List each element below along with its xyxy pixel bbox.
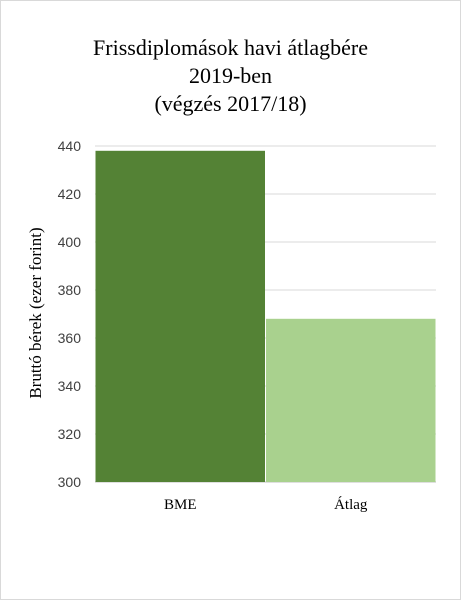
chart-title-line-2: 2019-ben [188,63,273,88]
chart-title-line-1: Frissdiplomások havi átlagbére [93,35,368,60]
y-tick-label: 400 [58,234,82,250]
x-tick-label: Átlag [334,496,368,513]
chart-title-line-3: (végzés 2017/18) [154,91,307,116]
y-tick-labels: 300 320 340 360 380 400 420 440 [58,138,82,490]
y-axis-label: Bruttó bérek (ezer forint) [26,227,45,398]
y-tick-label: 320 [58,426,82,442]
x-tick-label: BME [164,497,197,513]
chart-title: Frissdiplomások havi átlagbére 2019-ben … [0,34,461,118]
y-tick-label: 360 [58,330,82,346]
y-tick-label: 420 [58,186,82,202]
y-tick-label: 340 [58,378,82,394]
y-tick-label: 300 [58,474,82,490]
y-tick-label: 380 [58,282,82,298]
y-tick-label: 440 [58,138,82,154]
bars [95,150,436,483]
x-tick-labels: BME Átlag [164,496,368,513]
bar-atlag [266,318,436,482]
bar-bme [95,150,265,483]
